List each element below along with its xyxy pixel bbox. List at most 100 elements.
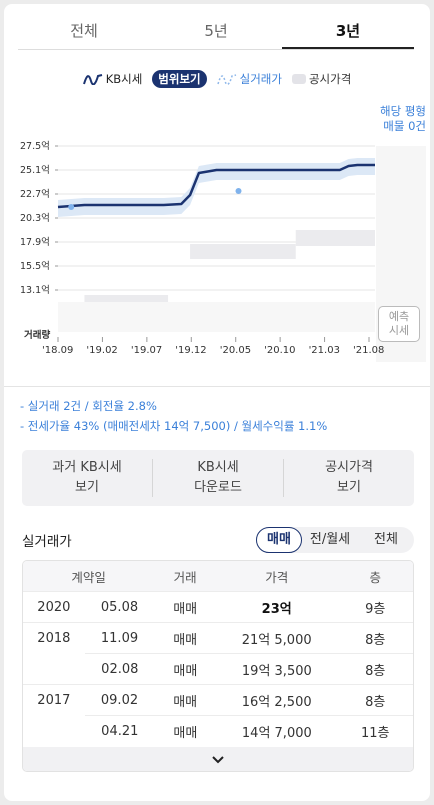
x-tick-label: '20.05 <box>220 345 251 356</box>
y-tick-label: 27.5억 <box>20 140 50 152</box>
row-type: 매매 <box>173 632 198 648</box>
table-header: 계약일 거래 가격 층 <box>23 561 413 591</box>
x-tick-label: '19.02 <box>86 345 117 356</box>
row-price: 16억 2,500 <box>241 694 312 710</box>
x-tick-label: '19.07 <box>131 345 162 356</box>
row-type: 매매 <box>173 725 198 741</box>
button-separator <box>152 459 153 497</box>
volume-area <box>58 302 375 332</box>
row-floor: 11층 <box>360 725 390 741</box>
official-price-bar <box>190 244 296 259</box>
table-row[interactable]: 2017 09.02 매매 16억 2,500 8층 <box>23 684 413 715</box>
legend-official-label: 공시가격 <box>308 72 352 86</box>
action-buttons: 과거 KB시세 보기 KB시세 다운로드 공시가격 보기 <box>22 450 414 506</box>
actual-price-point <box>235 188 242 194</box>
listing-count-line2: 매물 0건 <box>383 119 426 133</box>
stats-line-1: - 실거래 2건 / 회전율 2.8% <box>20 399 157 413</box>
x-tick-label: '21.08 <box>353 345 384 356</box>
button-separator <box>283 459 284 497</box>
legend-actual[interactable]: 실거래가 <box>216 71 288 87</box>
table-row[interactable]: 2020 05.08 매매 23억 9층 <box>23 591 413 622</box>
row-floor: 8층 <box>365 694 386 710</box>
tab-all[interactable]: 전체 <box>70 22 98 40</box>
header-floor: 층 <box>369 569 381 585</box>
price-card <box>4 4 430 801</box>
volume-label: 거래량 <box>24 329 50 341</box>
row-type: 매매 <box>173 694 198 710</box>
kb-download-line2: 다운로드 <box>194 480 242 495</box>
past-kb-line1: 과거 KB시세 <box>52 460 122 475</box>
kb-price-line <box>57 163 375 209</box>
tab-3-years[interactable]: 3년 <box>282 14 414 49</box>
kb-download-button[interactable]: KB시세 다운로드 <box>153 458 283 498</box>
row-date: 04.21 <box>101 723 139 739</box>
y-tick-label: 17.9억 <box>20 236 50 248</box>
tab-5-years[interactable]: 5년 <box>204 22 228 40</box>
official-price-button[interactable]: 공시가격 보기 <box>284 458 414 498</box>
chart-legend: KB시세 범위보기 실거래가 공시가격 <box>0 70 434 88</box>
table-row[interactable]: 2018 11.09 매매 21억 5,000 8층 <box>23 622 413 653</box>
x-tick-label: '19.12 <box>175 345 206 356</box>
filter-sale[interactable]: 매매 <box>256 527 302 553</box>
row-floor: 8층 <box>365 663 386 679</box>
transaction-stats: - 실거래 2건 / 회전율 2.8% - 전세가율 43% (매매전세차 14… <box>20 396 327 436</box>
row-price: 23억 <box>261 601 292 617</box>
filter-rent[interactable]: 전/월세 <box>309 532 351 547</box>
row-year: 2018 <box>37 630 71 646</box>
past-kb-price-button[interactable]: 과거 KB시세 보기 <box>22 458 152 498</box>
y-tick-label: 13.1억 <box>20 284 50 296</box>
actual-price-title: 실거래가 <box>22 534 72 550</box>
legend-official[interactable]: 공시가격 <box>291 71 352 87</box>
transaction-filter: 매매 전/월세 전체 <box>256 527 414 553</box>
kb-download-line1: KB시세 <box>197 460 239 475</box>
y-tick-label: 22.7억 <box>20 188 50 200</box>
row-price: 14억 7,000 <box>241 725 312 741</box>
row-price: 21억 5,000 <box>241 632 312 648</box>
official-price-bar <box>84 295 169 304</box>
predict-line2: 시세 <box>388 324 410 337</box>
y-tick-label: 20.3억 <box>20 212 50 224</box>
actual-line-icon <box>216 74 236 85</box>
official-price-bar <box>295 230 375 246</box>
transaction-table: 계약일 거래 가격 층 2020 05.08 매매 23억 9층 2018 11… <box>22 560 414 772</box>
show-more-button[interactable] <box>23 747 413 771</box>
legend-actual-label: 실거래가 <box>239 72 282 86</box>
filter-all[interactable]: 전체 <box>374 532 398 547</box>
y-tick-label: 15.5억 <box>20 260 50 272</box>
table-row[interactable]: 04.21 매매 14억 7,000 11층 <box>85 715 413 746</box>
row-year: 2020 <box>37 599 71 615</box>
chevron-down-icon <box>212 755 224 763</box>
legend-kb[interactable]: KB시세 <box>82 71 149 87</box>
section-divider <box>4 386 430 387</box>
row-type: 매매 <box>173 601 198 617</box>
x-tick-label: '20.10 <box>264 345 295 356</box>
x-tick-label: '18.09 <box>42 345 73 356</box>
row-type: 매매 <box>173 663 198 679</box>
stats-line-2: - 전세가율 43% (매매전세차 14억 7,500) / 월세수익률 1.1… <box>20 419 328 433</box>
header-price: 가격 <box>265 569 289 585</box>
predict-price-button[interactable]: 예측 시세 <box>378 306 420 342</box>
row-floor: 9층 <box>365 601 386 617</box>
official-price-line1: 공시가격 <box>325 460 373 475</box>
listing-count[interactable]: 해당 평형 매물 0건 <box>380 104 426 134</box>
row-date: 09.02 <box>100 692 139 708</box>
header-type: 거래 <box>173 569 197 585</box>
y-tick-label: 25.1억 <box>20 164 50 176</box>
predict-line1: 예측 <box>388 310 410 323</box>
row-floor: 8층 <box>365 632 386 648</box>
range-view-toggle[interactable]: 범위보기 <box>152 70 207 88</box>
x-tick-label: '21.03 <box>309 345 340 356</box>
row-date: 05.08 <box>100 599 139 615</box>
row-date: 11.09 <box>100 630 139 646</box>
table-row[interactable]: 02.08 매매 19억 3,500 8층 <box>85 653 413 684</box>
header-date: 계약일 <box>71 569 106 585</box>
actual-price-point <box>68 204 75 210</box>
legend-kb-label: KB시세 <box>105 72 143 86</box>
row-price: 19억 3,500 <box>241 663 312 679</box>
official-swatch-icon <box>291 74 306 84</box>
past-kb-line2: 보기 <box>75 480 99 495</box>
row-date: 02.08 <box>101 661 139 677</box>
official-price-line2: 보기 <box>337 480 361 495</box>
row-year: 2017 <box>37 692 71 708</box>
